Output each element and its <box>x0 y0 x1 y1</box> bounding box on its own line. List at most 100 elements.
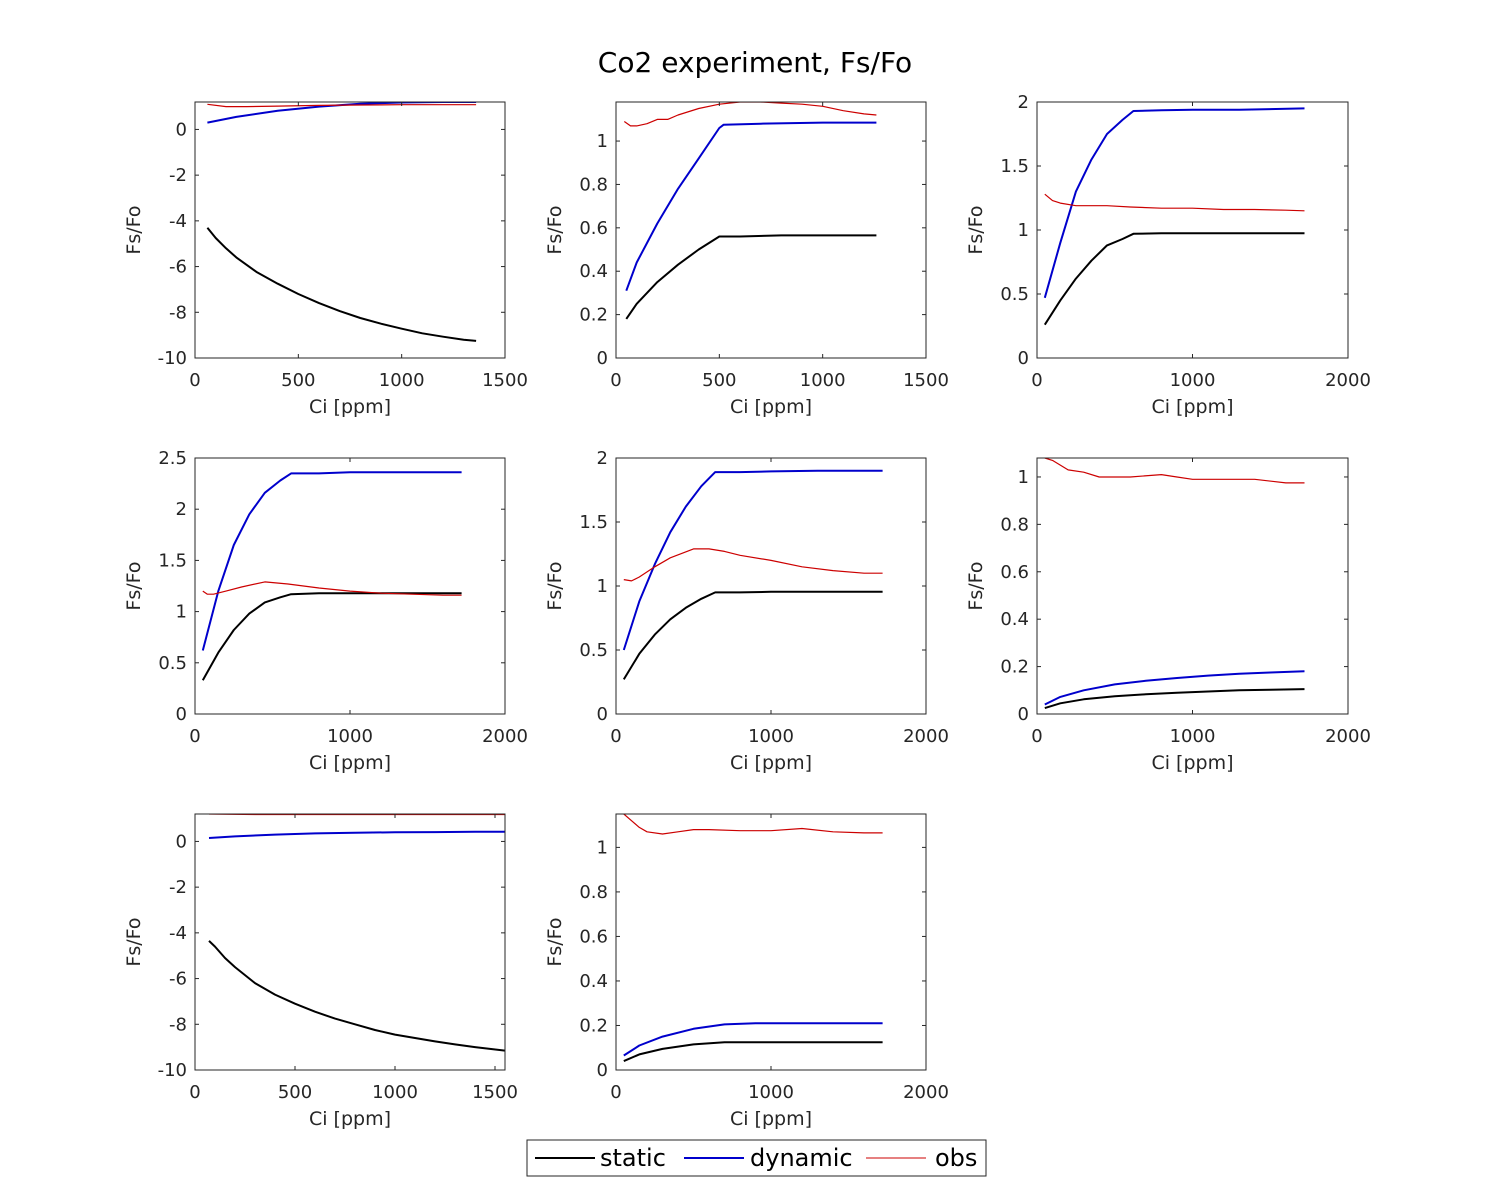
legend-label-dynamic: dynamic <box>750 1144 853 1172</box>
series-line-static <box>201 592 462 681</box>
x-axis-label: Ci [ppm] <box>730 1108 812 1130</box>
y-tick-label: 0 <box>1018 348 1029 369</box>
figure-title: Co2 experiment, Fs/Fo <box>598 46 912 79</box>
y-tick-label: 0 <box>176 119 187 140</box>
x-axis-label: Ci [ppm] <box>309 1108 391 1130</box>
series-line-obs <box>1044 193 1305 212</box>
y-axis-label: Fs/Fo <box>965 561 987 610</box>
series-line-dynamic <box>622 469 883 651</box>
series-group <box>623 102 877 320</box>
x-tick-label: 0 <box>189 726 200 747</box>
series-line-dynamic <box>625 121 877 292</box>
y-tick-label: -10 <box>158 348 187 369</box>
x-tick-label: 1500 <box>472 1082 518 1103</box>
x-axis-label: Ci [ppm] <box>730 396 812 418</box>
series-line-dynamic <box>201 471 462 651</box>
series-line-dynamic <box>1043 107 1305 299</box>
subplot-7: 0 500 1000 1500 -10 -8 -6 -4 -2 0 Ci [ppm] Fs/Fo <box>123 813 518 1130</box>
subplot-6: 0 1000 2000 0 0.2 0.4 0.6 0.8 1 Ci [ppm] Fs/Fo <box>965 457 1371 774</box>
y-tick-label: 2 <box>597 448 608 469</box>
y-tick-label: 1 <box>176 602 187 623</box>
series-group <box>1044 458 1305 710</box>
x-tick-label: 1000 <box>748 726 794 747</box>
y-tick-label: -10 <box>158 1060 187 1081</box>
x-tick-label: 2000 <box>482 726 528 747</box>
x-axis-label: Ci [ppm] <box>309 752 391 774</box>
x-tick-label: 0 <box>189 1082 200 1103</box>
x-tick-label: 1500 <box>482 370 528 391</box>
x-axis-label: Ci [ppm] <box>309 396 391 418</box>
series-line-obs <box>623 102 877 127</box>
plot-area <box>195 814 505 1070</box>
x-tick-label: 500 <box>278 1082 312 1103</box>
y-tick-label: -6 <box>169 969 187 990</box>
y-tick-label: 0 <box>176 704 187 725</box>
series-line-obs <box>1044 458 1305 484</box>
y-tick-label: -8 <box>169 302 187 323</box>
plot-area <box>1037 458 1348 714</box>
y-tick-label: 2 <box>1018 92 1029 113</box>
y-tick-label: 1 <box>597 131 608 152</box>
series-line-obs <box>202 581 462 596</box>
y-tick-label: -4 <box>169 211 187 232</box>
y-tick-label: 0 <box>597 348 608 369</box>
y-tick-label: -2 <box>169 165 187 186</box>
subplot-1: 0 500 1000 1500 -10 -8 -6 -4 -2 0 Ci [ppm] Fs/Fo <box>123 101 528 418</box>
y-tick-label: 2 <box>176 499 187 520</box>
x-tick-label: 0 <box>1031 370 1042 391</box>
subplot-5: 0 1000 2000 0 0.5 1 1.5 2 Ci [ppm] Fs/Fo <box>544 448 949 774</box>
plot-area <box>616 814 926 1070</box>
series-line-static <box>622 590 883 680</box>
subplot-2: 0 500 1000 1500 0 0.2 0.4 0.6 0.8 1 Ci [ppm] Fs/Fo <box>544 101 949 418</box>
y-tick-label: 0.5 <box>1000 284 1029 305</box>
plot-area <box>616 102 926 358</box>
x-tick-label: 1500 <box>903 370 949 391</box>
x-tick-label: 0 <box>610 370 621 391</box>
y-tick-label: 0.2 <box>579 305 608 326</box>
y-tick-label: 0.8 <box>579 882 608 903</box>
y-tick-label: 1 <box>1018 467 1029 488</box>
y-tick-label: 0.2 <box>579 1015 608 1036</box>
y-axis-label: Fs/Fo <box>965 205 987 254</box>
x-tick-label: 1000 <box>1170 370 1216 391</box>
x-tick-label: 0 <box>610 726 621 747</box>
plot-area <box>1037 102 1348 358</box>
series-group <box>622 469 883 680</box>
y-tick-label: -4 <box>169 923 187 944</box>
y-tick-label: 0 <box>1018 704 1029 725</box>
x-tick-label: 1000 <box>327 726 373 747</box>
y-axis-label: Fs/Fo <box>544 917 566 966</box>
x-tick-label: 2000 <box>1325 726 1371 747</box>
series-line-dynamic <box>1044 670 1305 706</box>
series-line-dynamic <box>208 830 505 839</box>
y-tick-label: 2.5 <box>158 448 187 469</box>
series-line-obs <box>207 103 477 108</box>
x-tick-label: 2000 <box>903 726 949 747</box>
series-group <box>201 471 462 681</box>
y-axis-label: Fs/Fo <box>544 561 566 610</box>
y-tick-label: 1.5 <box>1000 156 1029 177</box>
plot-area <box>616 458 926 714</box>
x-tick-label: 500 <box>281 370 315 391</box>
subplot-8: 0 1000 2000 0 0.2 0.4 0.6 0.8 1 Ci [ppm] Fs/Fo <box>544 813 949 1130</box>
series-line-dynamic <box>623 1022 883 1057</box>
y-tick-label: -8 <box>169 1014 187 1035</box>
y-tick-label: 0 <box>597 704 608 725</box>
y-axis-label: Fs/Fo <box>544 205 566 254</box>
subplot-4: 0 1000 2000 0 0.5 1 1.5 2 2.5 Ci [ppm] Fs/Fo <box>123 448 528 774</box>
y-tick-label: 1 <box>597 576 608 597</box>
x-tick-label: 0 <box>1031 726 1042 747</box>
x-axis-label: Ci [ppm] <box>730 752 812 774</box>
y-tick-label: 0.6 <box>579 218 608 239</box>
series-line-static <box>206 227 477 342</box>
y-tick-label: 0.6 <box>1000 562 1029 583</box>
y-tick-label: 1.5 <box>158 550 187 571</box>
y-tick-label: 0.4 <box>1000 609 1029 630</box>
series-line-obs <box>623 548 883 582</box>
y-tick-label: -6 <box>169 257 187 278</box>
x-tick-label: 1000 <box>372 1082 418 1103</box>
y-tick-label: 1.5 <box>579 512 608 533</box>
series-group <box>1043 107 1305 326</box>
